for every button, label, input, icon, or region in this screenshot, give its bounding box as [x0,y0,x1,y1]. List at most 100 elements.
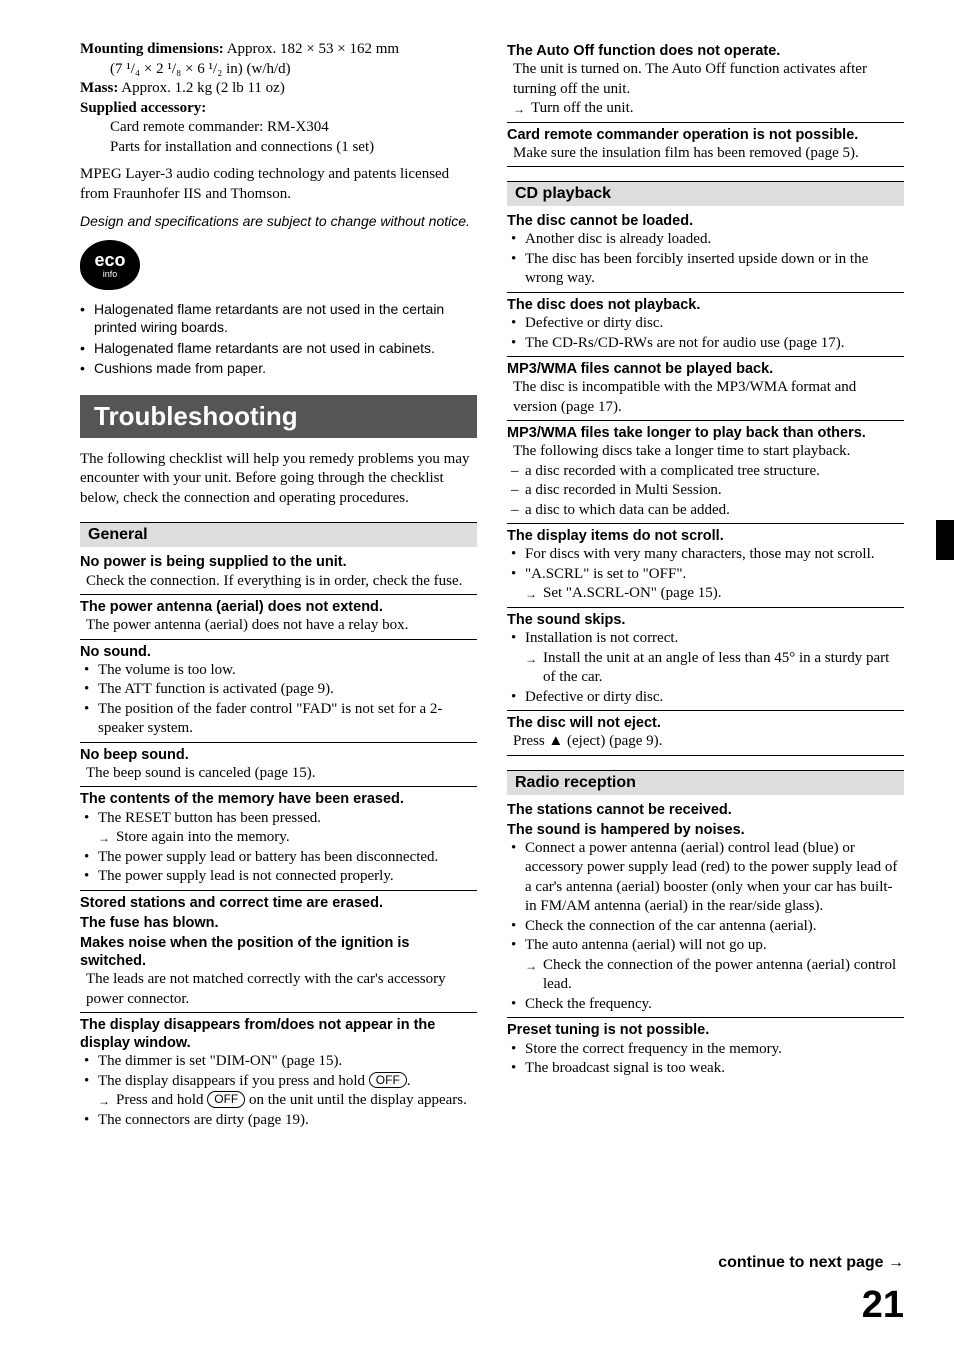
divider [80,594,477,595]
problem-title: The power antenna (aerial) does not exte… [80,598,477,616]
problem-body: The following discs take a longer time t… [513,442,904,462]
eject-icon: ▲ [548,733,563,749]
spec-mounting: Mounting dimensions: Approx. 182 × 53 × … [80,40,477,60]
eco-bullet-list: Halogenated flame retardants are not use… [80,300,477,377]
body-text-b: (eject) (page 9). [563,733,662,749]
radio-heading: Radio reception [507,770,904,795]
problem-title: MP3/WMA files take longer to play back t… [507,424,904,442]
divider [507,710,904,711]
general-heading: General [80,522,477,547]
problem-body: Make sure the insulation film has been r… [513,144,904,164]
problem-title: The display disappears from/does not app… [80,1016,477,1052]
problem-bullets: For discs with very many characters, tho… [507,545,904,604]
side-tab [936,520,954,560]
problem-title: The sound skips. [507,611,904,629]
problem-title: Makes noise when the position of the ign… [80,934,477,970]
bullet-text: The auto antenna (aerial) will not go up… [525,937,767,953]
problem-title: The disc does not playback. [507,296,904,314]
divider [507,420,904,421]
bullet-item: The power supply lead is not connected p… [84,867,477,887]
page-number: 21 [862,1284,904,1327]
bullet-item: The ATT function is activated (page 9). [84,680,477,700]
divider [507,356,904,357]
problem-bullets: The dimmer is set "DIM-ON" (page 15). Th… [80,1052,477,1130]
bullet-item: Check the connection of the car antenna … [511,917,904,937]
bullet-item: The power supply lead or battery has bee… [84,848,477,868]
troubleshooting-intro: The following checklist will help you re… [80,450,477,509]
dash-item: a disc recorded with a complicated tree … [511,462,904,482]
problem-title: Card remote commander operation is not p… [507,126,904,144]
cd-heading: CD playback [507,181,904,206]
problem-bullets: The volume is too low. The ATT function … [80,661,477,739]
off-button-icon: OFF [369,1072,407,1088]
spec-accessory-1: Card remote commander: RM-X304 [110,118,477,138]
bullet-item: The volume is too low. [84,661,477,681]
bullet-item: The CD-Rs/CD-RWs are not for audio use (… [511,334,904,354]
bullet-text: The RESET button has been pressed. [98,810,321,826]
sub-action: Turn off the unit. [513,99,904,119]
spec-mass-label: Mass: [80,80,118,96]
divider [507,1017,904,1018]
problem-title: MP3/WMA files cannot be played back. [507,360,904,378]
problem-body: The beep sound is canceled (page 15). [86,764,477,784]
bullet-text-a: The display disappears if you press and … [98,1073,369,1089]
divider [80,742,477,743]
bullet-item: The disc has been forcibly inserted upsi… [511,250,904,289]
dash-item: a disc recorded in Multi Session. [511,481,904,501]
spec-mounting-sub: (7 ¹/₄ × 2 ¹/₈ × 6 ¹/₂ in) (w/h/d) [110,60,477,80]
bullet-text: "A.SCRL" is set to "OFF". [525,566,686,582]
problem-title: No power is being supplied to the unit. [80,553,477,571]
bullet-item: Connect a power antenna (aerial) control… [511,839,904,917]
divider [507,523,904,524]
problem-title: The sound is hampered by noises. [507,821,904,839]
off-button-icon: OFF [207,1091,245,1107]
sub-text-b: on the unit until the display appears. [245,1092,467,1108]
bullet-item: The connectors are dirty (page 19). [84,1111,477,1131]
spec-mass: Mass: Approx. 1.2 kg (2 lb 11 oz) [80,79,477,99]
eco-logo-icon: eco info [80,240,140,290]
bullet-item: The auto antenna (aerial) will not go up… [511,936,904,995]
body-text-a: Press [513,733,548,749]
problem-title: Stored stations and correct time are era… [80,894,477,912]
bullet-item: Another disc is already loaded. [511,230,904,250]
bullet-text-b: . [407,1073,411,1089]
problem-body: The leads are not matched correctly with… [86,970,477,1009]
problem-body: Check the connection. If everything is i… [86,572,477,592]
bullet-item: Defective or dirty disc. [511,688,904,708]
problem-bullets: Defective or dirty disc. The CD-Rs/CD-RW… [507,314,904,353]
divider [507,166,904,167]
problem-title: The display items do not scroll. [507,527,904,545]
bullet-text: Installation is not correct. [525,630,678,646]
problem-title: Preset tuning is not possible. [507,1021,904,1039]
bullet-item: The dimmer is set "DIM-ON" (page 15). [84,1052,477,1072]
problem-title: No sound. [80,643,477,661]
problem-title: The disc cannot be loaded. [507,212,904,230]
divider [507,292,904,293]
bullet-item: The RESET button has been pressed. Store… [84,809,477,848]
bullet-item: The display disappears if you press and … [84,1072,477,1111]
problem-bullets: Store the correct frequency in the memor… [507,1040,904,1079]
bullet-item: "A.SCRL" is set to "OFF". Set "A.SCRL-ON… [511,565,904,604]
problem-body: The disc is incompatible with the MP3/WM… [513,378,904,417]
eco-bullet: Cushions made from paper. [80,359,477,377]
eco-bullet: Halogenated flame retardants are not use… [80,300,477,336]
spec-accessory-label: Supplied accessory: [80,99,477,119]
divider [507,607,904,608]
bullet-item: Installation is not correct. Install the… [511,629,904,688]
problem-title: The fuse has blown. [80,914,477,932]
problem-bullets: Connect a power antenna (aerial) control… [507,839,904,1015]
problem-title: No beep sound. [80,746,477,764]
spec-mounting-label: Mounting dimensions: [80,41,224,57]
bullet-item: For discs with very many characters, tho… [511,545,904,565]
design-note: Design and specifications are subject to… [80,212,477,230]
problem-title: The stations cannot be received. [507,801,904,819]
eco-bullet: Halogenated flame retardants are not use… [80,339,477,357]
divider [507,755,904,756]
sub-action: Install the unit at an angle of less tha… [525,649,904,688]
divider [80,786,477,787]
left-column: Mounting dimensions: Approx. 182 × 53 × … [80,40,477,1130]
problem-body: The power antenna (aerial) does not have… [86,616,477,636]
sub-action: Press and hold OFF on the unit until the… [98,1091,477,1111]
divider [507,122,904,123]
spec-mounting-value: Approx. 182 × 53 × 162 mm [224,41,399,57]
